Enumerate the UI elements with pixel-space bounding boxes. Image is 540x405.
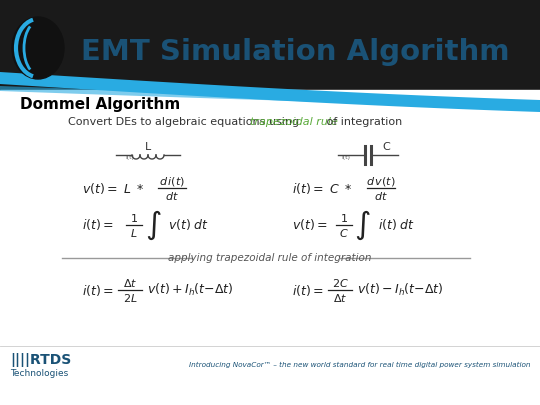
Text: $i(t){=}$: $i(t){=}$: [82, 283, 114, 298]
Text: $i(t){=}$: $i(t){=}$: [292, 283, 324, 298]
Text: $dt$: $dt$: [374, 190, 388, 202]
Ellipse shape: [12, 17, 64, 79]
Bar: [0, 0, 540, 90]
Text: applying trapezoidal rule of integration: applying trapezoidal rule of integration: [168, 253, 372, 263]
Text: $\Delta t$: $\Delta t$: [333, 292, 347, 304]
Text: $v(t)\;dt$: $v(t)\;dt$: [168, 217, 208, 232]
Text: $\int$: $\int$: [145, 208, 161, 242]
Text: Introducing NovaCor™ – the new world standard for real time digital power system: Introducing NovaCor™ – the new world sta…: [189, 362, 531, 368]
Text: $d\,i(t)$: $d\,i(t)$: [159, 175, 185, 188]
Text: Dommel Algorithm: Dommel Algorithm: [20, 96, 180, 111]
Text: $\int$: $\int$: [354, 208, 370, 242]
Text: $i(t){=}\ C\ *\ $: $i(t){=}\ C\ *\ $: [292, 181, 353, 196]
Text: L: L: [145, 142, 151, 152]
Text: $v(t) - I_h(t{-}\Delta t)$: $v(t) - I_h(t{-}\Delta t)$: [357, 282, 443, 298]
Text: $L$: $L$: [130, 227, 138, 239]
PathPatch shape: [0, 72, 540, 112]
Text: ||||RTDS: ||||RTDS: [10, 353, 71, 367]
Text: C: C: [382, 142, 390, 152]
Text: trapezoidal rule: trapezoidal rule: [250, 117, 338, 127]
Text: $v(t) + I_h(t{-}\Delta t)$: $v(t) + I_h(t{-}\Delta t)$: [147, 282, 233, 298]
Text: i(t): i(t): [125, 156, 134, 160]
Text: of integration: of integration: [323, 117, 402, 127]
Text: $2L$: $2L$: [123, 292, 137, 304]
Text: EMT Simulation Algorithm: EMT Simulation Algorithm: [81, 38, 509, 66]
Text: $\Delta t$: $\Delta t$: [123, 277, 137, 289]
Text: $v(t){=}\ L\ *\ $: $v(t){=}\ L\ *\ $: [82, 181, 145, 196]
Text: $1$: $1$: [340, 212, 348, 224]
PathPatch shape: [0, 86, 540, 107]
Text: Convert DEs to algebraic equations using: Convert DEs to algebraic equations using: [68, 117, 302, 127]
Text: Technologies: Technologies: [10, 369, 68, 377]
Text: $dt$: $dt$: [165, 190, 179, 202]
Text: $v(t){=}$: $v(t){=}$: [292, 217, 328, 232]
Text: $d\,v(t)$: $d\,v(t)$: [366, 175, 396, 188]
Text: $C$: $C$: [339, 227, 349, 239]
Text: $1$: $1$: [130, 212, 138, 224]
Text: $i(t)\;dt$: $i(t)\;dt$: [378, 217, 415, 232]
Bar: [0, 90, 540, 405]
Text: $2C$: $2C$: [332, 277, 348, 289]
Text: $i(t){=}$: $i(t){=}$: [82, 217, 114, 232]
Text: i(t): i(t): [341, 156, 350, 160]
